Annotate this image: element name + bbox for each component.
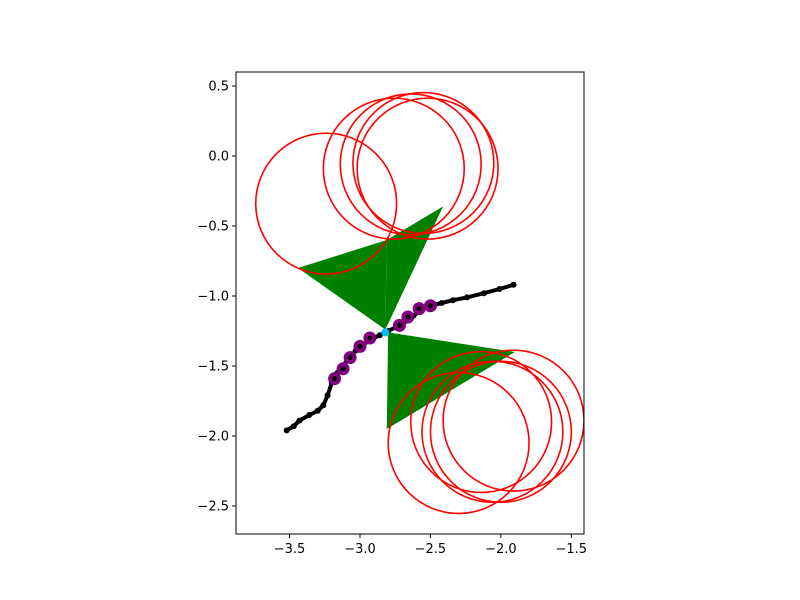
trajectory-point-24: [464, 294, 471, 301]
y-axis: 0.5 0.0 −0.5 −1.0 −1.5 −2.0 −2.5: [197, 80, 236, 515]
waypoint-marker-dot-2: [340, 366, 346, 372]
obstacle-circle-2: [322, 97, 466, 240]
waypoint-marker-dot-1: [332, 376, 338, 382]
waypoint-marker-dot-4: [357, 343, 363, 349]
trajectory-point-5: [314, 407, 321, 414]
axes-frame: [235, 71, 585, 535]
x-tick-label: −1.5: [556, 542, 588, 557]
obstacle-circle-4: [352, 91, 495, 235]
trajectory-point-22: [438, 300, 445, 306]
y-tick-label: 0.5: [208, 80, 229, 95]
obstacle-circle-7: [409, 350, 553, 494]
trajectory-point-23: [449, 297, 456, 304]
y-tick-label: −2.0: [197, 430, 229, 445]
x-tick-label: −2.5: [415, 542, 447, 557]
obstacle-circle-1: [254, 132, 398, 275]
cone-2: [385, 206, 444, 330]
x-tick-label: −2.0: [485, 542, 517, 557]
waypoint-marker-dot-7: [405, 314, 411, 320]
obstacle-circle-5: [356, 97, 499, 240]
obstacle-circle-6: [387, 371, 530, 515]
markers-layer: [328, 299, 437, 386]
trajectory-point-6: [320, 402, 327, 409]
trajectory-point-3: [296, 417, 303, 424]
center-layer: [381, 328, 390, 337]
trajectory-point-2: [290, 423, 297, 430]
x-tick-label: −3.5: [274, 542, 306, 557]
waypoint-marker-dot-8: [416, 306, 422, 312]
trajectory-point-25: [480, 290, 487, 297]
y-tick-label: −1.0: [197, 290, 229, 305]
obstacle-circle-9: [429, 360, 573, 504]
circles-layer: [254, 91, 584, 515]
y-tick-label: 0.0: [208, 150, 229, 165]
y-tick-label: −0.5: [197, 220, 229, 235]
trajectory-point-7: [324, 392, 331, 399]
waypoint-marker-dot-5: [367, 335, 373, 341]
x-tick-label: −3.0: [344, 542, 376, 557]
x-axis: −3.5 −3.0 −2.5 −2.0 −1.5: [274, 534, 587, 557]
y-tick-label: −2.5: [197, 500, 229, 515]
center-point: [381, 328, 390, 337]
trajectory-point-27: [510, 281, 517, 288]
waypoint-marker-dot-9: [427, 303, 433, 309]
plot-area: [254, 91, 584, 515]
trajectory-point-4: [306, 412, 313, 418]
trajectory-point-15: [376, 332, 383, 339]
waypoint-marker-dot-3: [347, 355, 353, 361]
trajectory-point-1: [283, 427, 290, 434]
y-tick-label: −1.5: [197, 360, 229, 375]
trajectory-point-26: [496, 286, 503, 292]
waypoint-marker-dot-6: [396, 322, 402, 328]
